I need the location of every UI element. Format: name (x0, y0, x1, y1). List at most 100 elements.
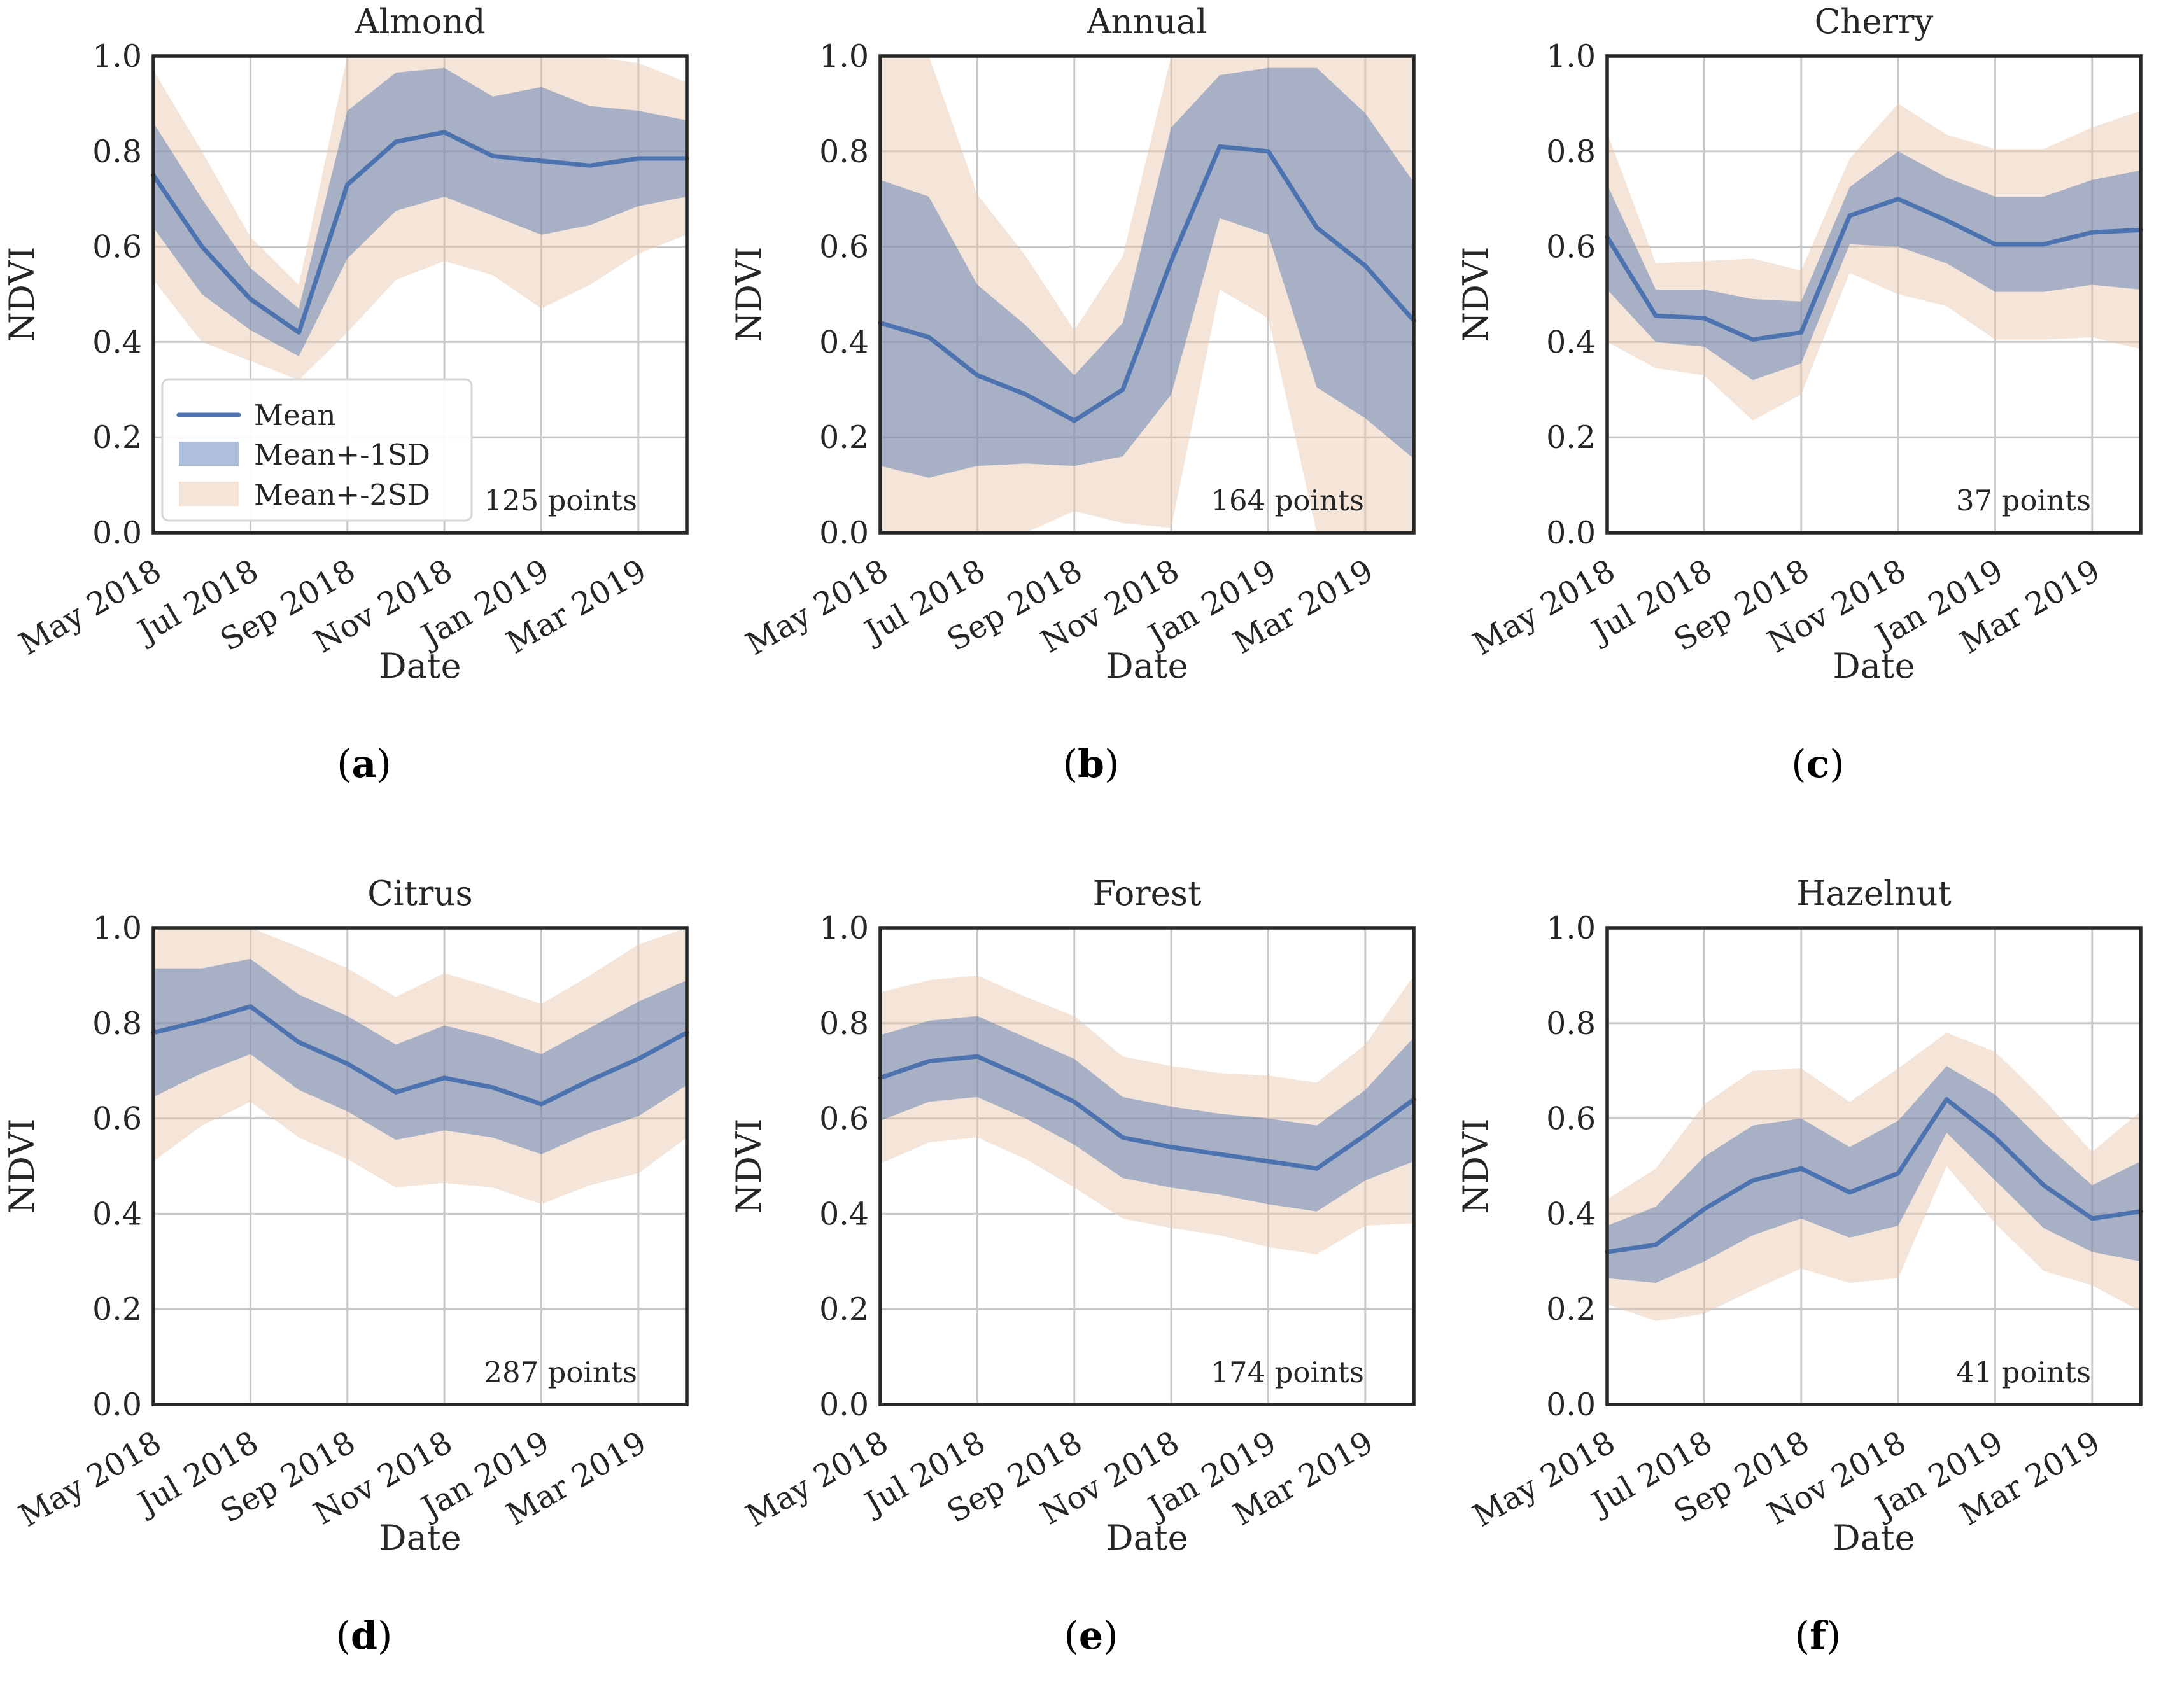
y-tick-label: 0.6 (92, 1101, 142, 1137)
y-tick-label: 0.4 (92, 1196, 142, 1232)
chart-title: Annual (1086, 3, 1207, 41)
caption-letter: d (351, 1614, 377, 1658)
band-mean-2sd (1607, 1032, 2141, 1321)
caption-f: (f) (1794, 1614, 1841, 1658)
band-mean-1sd (153, 67, 687, 356)
mean-line (1605, 1097, 2143, 1254)
legend-1sd-swatch (179, 442, 239, 466)
band-mean-2sd (153, 56, 687, 381)
x-axis-label: Date (379, 646, 461, 686)
y-axis-label: NDVI (2, 1119, 42, 1214)
plot-border (151, 54, 689, 535)
legend-2sd-swatch (179, 482, 239, 506)
x-axis-label: Date (1833, 646, 1915, 686)
subplot-citrus: 0.0 0.2 0.4 0.6 0.8 1.0 May 2018 Jul 2018 Sep 20… (1, 872, 728, 1683)
points-count-annotation: 125 points (484, 484, 637, 517)
x-tick-label: May 2018 (740, 552, 894, 662)
y-tick-label: 0.8 (92, 134, 142, 170)
subplot-forest: 0.0 0.2 0.4 0.6 0.8 1.0 May 2018 Jul 2018 Sep 20… (728, 872, 1454, 1683)
caption-letter: f (1810, 1614, 1826, 1658)
legend-label-1sd: Mean+-1SD (254, 438, 430, 472)
y-tick-label: 0.2 (92, 419, 142, 456)
subplot-hazelnut: 0.0 0.2 0.4 0.6 0.8 1.0 May 2018 Jul 2018 Sep 20… (1454, 872, 2181, 1683)
x-axis-label: Date (1106, 646, 1188, 686)
y-tick-label: 1.0 (819, 910, 869, 946)
x-tick-label: May 2018 (740, 1424, 894, 1534)
band-mean-1sd (153, 958, 687, 1154)
mean-line (151, 1004, 689, 1107)
points-count-annotation: 287 points (484, 1355, 637, 1389)
y-tick-label: 0.2 (92, 1291, 142, 1327)
y-tick-label: 0.2 (1546, 1291, 1596, 1327)
legend-label-2sd: Mean+-2SD (254, 478, 430, 512)
caption-a: (a) (337, 742, 391, 787)
caption-e: (e) (1064, 1614, 1118, 1658)
y-tick-label: 1.0 (1546, 910, 1596, 946)
y-tick-label: 1.0 (92, 910, 142, 946)
y-tick-label: 0.8 (1546, 134, 1596, 170)
band-mean-1sd (1607, 1066, 2141, 1283)
y-tick-label: 0.4 (1546, 324, 1596, 360)
y-tick-label: 1.0 (819, 38, 869, 74)
points-count-annotation: 37 points (1956, 484, 2091, 517)
caption-b: (b) (1062, 742, 1120, 787)
y-tick-label: 0.6 (1546, 229, 1596, 265)
x-axis-label: Date (379, 1518, 461, 1558)
plot-border (1605, 926, 2143, 1406)
y-tick-label: 0.0 (92, 515, 142, 551)
x-axis-label: Date (1106, 1518, 1188, 1558)
gridlines (1606, 56, 2141, 533)
y-tick-label: 0.0 (1546, 1387, 1596, 1423)
mean-line (151, 130, 689, 335)
y-tick-label: 0.8 (819, 134, 869, 170)
y-tick-label: 0.6 (819, 229, 869, 265)
y-tick-label: 1.0 (1546, 38, 1596, 74)
subplot-almond: 0.0 0.2 0.4 0.6 0.8 1.0 May 2018 Jul 2018 Sep 20… (1, 0, 728, 872)
chart-title: Almond (354, 3, 485, 41)
points-count-annotation: 41 points (1956, 1355, 2091, 1389)
y-tick-label: 0.4 (819, 1196, 869, 1232)
mean-line (878, 1054, 1416, 1171)
y-tick-label: 0.4 (1546, 1196, 1596, 1232)
y-tick-label: 0.6 (819, 1101, 869, 1137)
y-tick-label: 0.0 (819, 515, 869, 551)
x-tick-label: May 2018 (1467, 552, 1621, 662)
y-tick-label: 0.6 (92, 229, 142, 265)
plot-border (151, 926, 689, 1406)
y-tick-label: 0.2 (1546, 419, 1596, 456)
y-axis-label: NDVI (2, 247, 42, 342)
mean-line (878, 144, 1416, 423)
plot-border (878, 54, 1416, 535)
band-mean-1sd (1607, 151, 2141, 381)
plot-border (1605, 54, 2143, 535)
plot-border (878, 926, 1416, 1406)
band-mean-2sd (1607, 103, 2141, 421)
caption-letter: a (351, 742, 377, 787)
y-axis-label: NDVI (729, 1119, 769, 1214)
y-tick-label: 0.8 (819, 1005, 869, 1042)
subplot-annual: 0.0 0.2 0.4 0.6 0.8 1.0 May 2018 Jul 2018 Sep 20… (728, 0, 1454, 872)
points-count-annotation: 164 points (1211, 484, 1364, 517)
y-tick-label: 0.2 (819, 1291, 869, 1327)
y-axis-label: NDVI (1456, 1119, 1496, 1214)
y-tick-label: 0.0 (819, 1387, 869, 1423)
y-tick-label: 0.8 (92, 1005, 142, 1042)
y-tick-label: 0.0 (1546, 515, 1596, 551)
chart-title: Cherry (1815, 3, 1934, 41)
legend-label-mean: Mean (254, 398, 336, 432)
y-tick-label: 0.2 (819, 419, 869, 456)
x-tick-label: May 2018 (13, 552, 167, 662)
y-tick-label: 1.0 (92, 38, 142, 74)
band-mean-2sd (153, 928, 687, 1205)
y-tick-label: 0.6 (1546, 1101, 1596, 1137)
chart-title: Citrus (367, 874, 472, 913)
points-count-annotation: 174 points (1211, 1355, 1364, 1389)
y-axis-label: NDVI (729, 247, 769, 342)
chart-title: Hazelnut (1796, 874, 1952, 913)
y-tick-label: 0.4 (92, 324, 142, 360)
